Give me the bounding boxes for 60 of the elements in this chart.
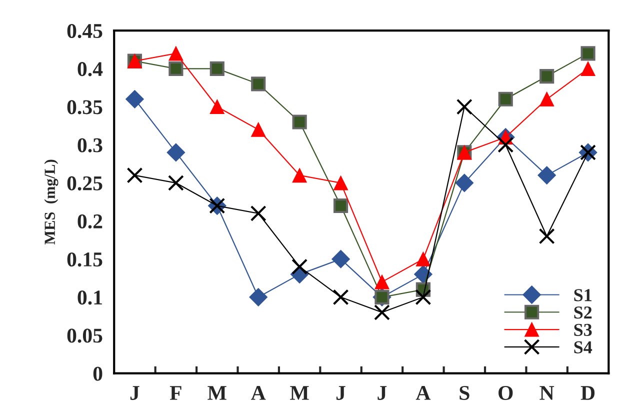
x-tick-label: J bbox=[336, 386, 346, 400]
point bbox=[168, 174, 184, 191]
point bbox=[456, 98, 472, 115]
point bbox=[498, 92, 513, 106]
legend-label: S2 bbox=[574, 306, 592, 319]
point bbox=[374, 304, 390, 320]
point bbox=[580, 46, 596, 61]
point bbox=[333, 176, 348, 190]
x-tick-label: O bbox=[498, 386, 513, 400]
x-tick-label: A bbox=[416, 386, 431, 400]
y-tick-label: 0.35 bbox=[67, 100, 102, 114]
y-tick-label: 0.25 bbox=[67, 176, 102, 190]
point bbox=[416, 252, 430, 266]
point bbox=[126, 90, 144, 108]
x-tick-label: A bbox=[251, 386, 266, 400]
point bbox=[498, 136, 514, 153]
point bbox=[538, 228, 555, 244]
x-tick-label: J bbox=[378, 386, 387, 400]
point bbox=[374, 274, 390, 290]
point bbox=[250, 205, 266, 222]
x-tick-label: N bbox=[540, 386, 554, 400]
point bbox=[540, 92, 554, 106]
y-tick-label: 0.3 bbox=[78, 138, 102, 152]
y-tick-label: 0.45 bbox=[67, 24, 102, 38]
y-tick-label: 0.05 bbox=[67, 328, 102, 343]
y-tick-label: 0.4 bbox=[78, 62, 103, 76]
point bbox=[210, 99, 224, 114]
point bbox=[210, 61, 224, 76]
x-tick-label: M bbox=[208, 386, 226, 400]
point bbox=[540, 69, 554, 84]
y-tick-label: 0.1 bbox=[78, 290, 102, 305]
x-tick-label: D bbox=[580, 386, 595, 400]
point bbox=[455, 174, 474, 192]
legend-label: S1 bbox=[574, 289, 592, 302]
point bbox=[292, 258, 308, 275]
point bbox=[166, 143, 186, 162]
point bbox=[333, 198, 348, 214]
y-tick-label: 0.15 bbox=[67, 252, 102, 267]
x-tick-label: J bbox=[130, 386, 140, 400]
y-tick-label: 0 bbox=[93, 366, 102, 381]
legend-label: S4 bbox=[574, 341, 592, 354]
point bbox=[538, 166, 556, 184]
point bbox=[251, 122, 266, 137]
point bbox=[126, 167, 143, 184]
x-tick-label: F bbox=[170, 386, 182, 400]
point bbox=[332, 289, 349, 306]
y-tick-label: 0.2 bbox=[78, 214, 102, 229]
point bbox=[292, 168, 307, 183]
point bbox=[168, 46, 184, 61]
legend-label: S3 bbox=[574, 324, 592, 336]
point bbox=[292, 114, 307, 130]
y-axis-title: MES (mg/L) bbox=[44, 160, 58, 245]
point bbox=[168, 61, 184, 76]
point bbox=[251, 76, 266, 92]
point bbox=[415, 289, 432, 306]
point bbox=[580, 61, 596, 76]
x-tick-label: S bbox=[460, 386, 470, 400]
x-tick-label: M bbox=[290, 386, 309, 400]
point bbox=[249, 288, 268, 306]
point bbox=[332, 250, 350, 268]
